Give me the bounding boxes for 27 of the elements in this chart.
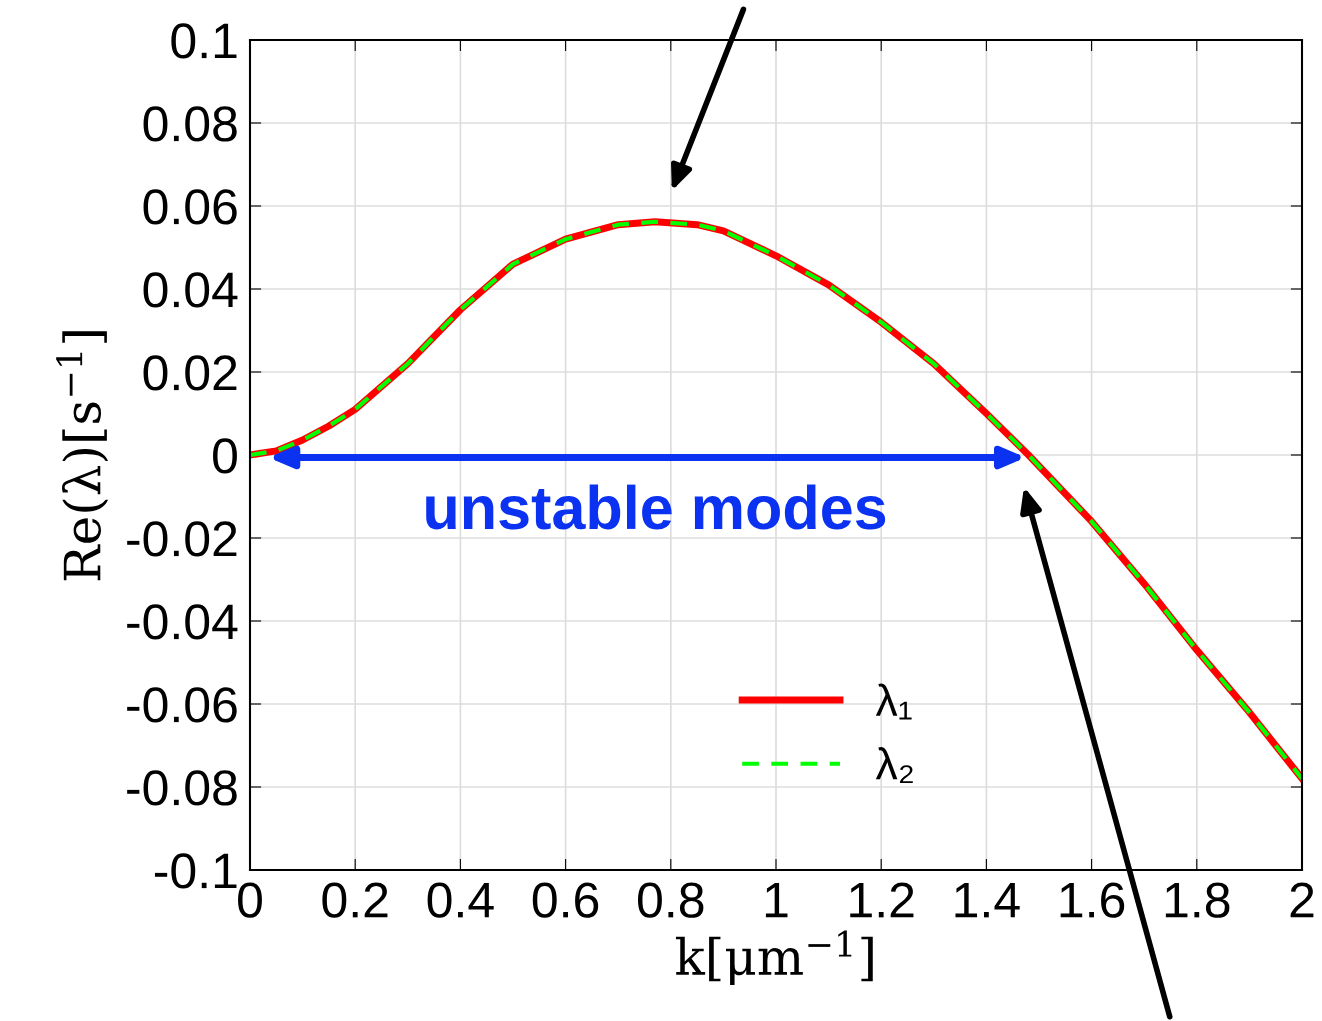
y-tick-label: -0.06 [127,687,237,723]
y-tick-label: -0.02 [127,521,237,557]
x-tick-label: 0.8 [638,882,704,918]
legend-label: λ₂ [875,747,913,784]
x-tick-label: 1.8 [1165,882,1230,918]
x-tick-label: 1 [765,882,788,918]
x-tick-label: 0.2 [322,882,388,918]
y-tick-label: 0.08 [143,106,237,142]
y-tick-label: 0.02 [143,355,237,391]
x-tick-label: 1.4 [955,882,1020,918]
y-tick-label: 0.04 [143,272,238,308]
y-tick-label: -0.1 [154,853,237,889]
y-tick-label: 0 [213,438,237,474]
x-tick-label: 2 [1290,882,1314,918]
x-tick-label: 0 [238,882,262,918]
y-tick-label: -0.08 [127,770,237,806]
legend-label: λ₁ [875,683,912,720]
x-tick-label: 0.6 [532,882,599,918]
x-axis-title: k[μm$^{−1}$] [675,930,873,986]
y-tick-label: 0.06 [143,189,237,225]
x-tick-label: 1.6 [1060,882,1125,918]
y-axis-title: Re(λ)[s$^{−1}$] [56,331,109,581]
x-tick-label: 0.4 [427,882,494,918]
y-tick-label: -0.04 [127,604,238,640]
y-tick-label: 0.1 [171,23,237,59]
annotation: unstable modes [426,484,886,530]
x-tick-label: 1.2 [850,882,914,918]
